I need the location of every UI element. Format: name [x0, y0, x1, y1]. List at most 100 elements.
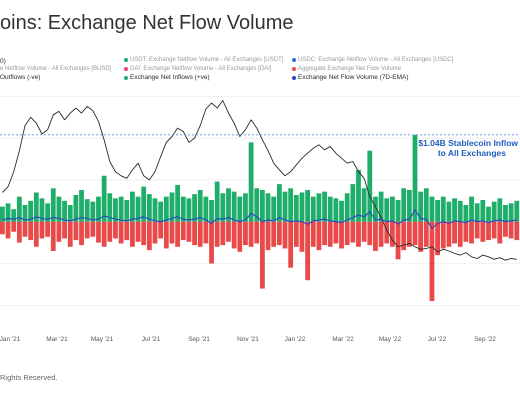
outflow-bar-9 — [50, 221, 56, 251]
outflow-bar-67 — [378, 221, 384, 247]
legend-item-0[interactable]: 0) — [0, 58, 6, 65]
legend-label-outflows: Outflows (-ve) — [0, 74, 41, 81]
inflow-bar-62 — [350, 184, 356, 222]
outflow-bar-37 — [209, 221, 214, 264]
inflow-bar-83 — [469, 196, 474, 222]
inflow-bar-80 — [452, 198, 457, 222]
outflow-bar-64 — [361, 221, 367, 242]
inflow-bar-42 — [237, 196, 243, 222]
inflow-bar-65 — [367, 150, 373, 222]
inflow-bar-26 — [146, 194, 152, 222]
outflow-bar-46 — [260, 221, 265, 289]
inflow-bar-84 — [474, 203, 480, 222]
outflow-bar-74 — [418, 221, 424, 252]
outflow-bar-52 — [293, 221, 299, 247]
inflow-bar-82 — [463, 205, 469, 222]
legend-item-outflows[interactable]: Outflows (-ve) — [0, 74, 40, 81]
inflow-bar-19 — [107, 193, 113, 222]
legend-swatch-usdt — [124, 58, 128, 62]
outflow-bar-56 — [316, 221, 322, 251]
inflow-bar-56 — [316, 193, 322, 222]
outflow-bar-6 — [33, 221, 39, 247]
outflow-bar-62 — [350, 221, 356, 243]
legend-item-ema[interactable]: Exchange Net Flow Volume (7D-EMA) — [292, 74, 409, 81]
inflow-bar-32 — [180, 196, 186, 222]
outflow-bar-11 — [62, 221, 67, 239]
outflow-bar-61 — [344, 221, 350, 246]
legend-item-dai[interactable]: DAI: Exchange Netflow Volume - All Excha… — [124, 66, 271, 72]
outflow-bar-23 — [130, 221, 135, 247]
outflow-bar-79 — [446, 221, 452, 247]
inflow-bar-63 — [356, 169, 361, 222]
outflow-bar-40 — [226, 221, 231, 242]
inflow-bar-59 — [333, 198, 339, 222]
legend-item-busd[interactable]: e Netflow Volume - All Exchanges [BUSD] — [0, 66, 111, 72]
outflow-bar-57 — [322, 221, 327, 246]
x-tick-label-7: Mar '22 — [332, 336, 354, 343]
legend-label-aggregate: Aggregate Exchange Net Flow Volume — [298, 66, 402, 72]
price-line — [2, 100, 517, 261]
outflow-bar-84 — [474, 221, 480, 239]
inflow-bar-21 — [118, 196, 124, 222]
inflow-bar-51 — [288, 188, 294, 222]
outflow-bar-3 — [16, 221, 22, 243]
x-tick-label-5: Nov '21 — [237, 336, 259, 343]
outflow-bar-14 — [79, 221, 84, 246]
outflow-bar-76 — [429, 221, 435, 302]
inflow-bar-36 — [203, 196, 209, 222]
outflow-bar-58 — [327, 221, 333, 247]
outflow-bar-47 — [265, 221, 271, 251]
legend-label-inflows: Exchange Net Inflows (+ve) — [130, 74, 210, 81]
outflow-bar-75 — [423, 221, 429, 247]
outflow-bar-1 — [5, 221, 11, 239]
inflow-bar-1 — [5, 203, 11, 222]
outflow-bar-65 — [367, 221, 373, 246]
outflow-bar-50 — [282, 221, 288, 249]
outflow-bar-20 — [113, 221, 118, 239]
inflow-bar-50 — [282, 191, 288, 222]
outflow-bar-22 — [124, 221, 130, 241]
x-tick-label-1: Mar '21 — [46, 336, 68, 343]
outflow-bar-34 — [192, 221, 197, 246]
inflow-bar-30 — [169, 192, 175, 222]
inflow-bar-66 — [373, 196, 378, 222]
lines-layer — [2, 100, 517, 261]
outflow-bar-19 — [107, 221, 113, 242]
outflow-bar-77 — [435, 221, 441, 256]
legend-item-usdc[interactable]: USDC: Exchange Netflow Volume - All Exch… — [292, 57, 453, 63]
outflow-bar-87 — [491, 221, 497, 239]
inflow-bar-85 — [480, 199, 486, 222]
outflow-bar-53 — [299, 221, 305, 252]
outflow-bar-15 — [84, 221, 90, 239]
inflow-bar-7 — [39, 198, 45, 222]
inflow-bar-8 — [45, 203, 51, 222]
inflow-bar-35 — [197, 189, 203, 222]
legend-item-inflows[interactable]: Exchange Net Inflows (+ve) — [124, 74, 210, 81]
x-tick-label-9: Jul '22 — [428, 336, 447, 343]
legend-label-dai: DAI: Exchange Netflow Volume - All Excha… — [130, 66, 272, 72]
outflow-bar-44 — [248, 221, 254, 247]
inflow-bar-55 — [310, 196, 316, 222]
legend-item-aggregate[interactable]: Aggregate Exchange Net Flow Volume — [292, 66, 401, 72]
outflow-bar-33 — [186, 221, 192, 242]
inflow-bar-25 — [141, 186, 147, 222]
inflow-bar-68 — [384, 198, 390, 222]
inflow-bar-12 — [67, 205, 73, 222]
inflow-bar-5 — [28, 200, 34, 222]
outflow-bar-88 — [497, 221, 503, 244]
outflow-bar-48 — [271, 221, 277, 247]
inflow-bar-89 — [503, 205, 508, 222]
inflow-bar-15 — [84, 199, 90, 222]
inflow-bar-3 — [16, 196, 22, 222]
annotation-line2: to All Exchanges — [438, 148, 506, 158]
inflow-bar-0 — [0, 206, 5, 222]
outflow-bar-13 — [73, 221, 79, 241]
inflow-bar-58 — [327, 196, 333, 222]
inflow-bar-81 — [457, 200, 463, 222]
inflow-bar-71 — [401, 188, 407, 222]
outflow-bar-71 — [401, 221, 407, 251]
legend-item-usdt[interactable]: USDT: Exchange Netflow Volume - All Exch… — [124, 57, 283, 63]
inflow-bar-46 — [260, 189, 265, 222]
inflow-bar-2 — [11, 209, 17, 222]
inflow-bar-76 — [429, 196, 435, 222]
